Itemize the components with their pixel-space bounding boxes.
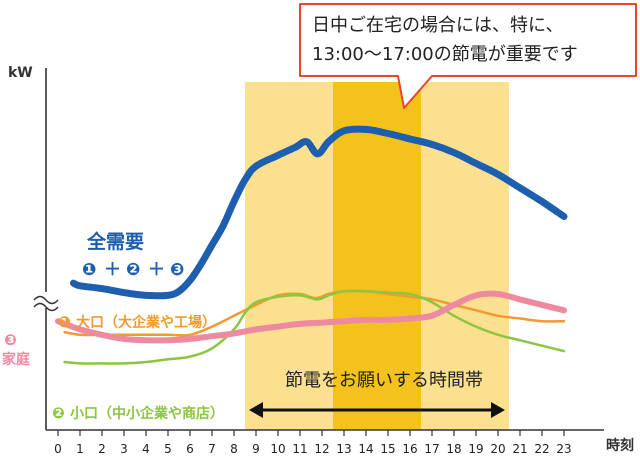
x-tick-label: 10 [270, 442, 285, 456]
x-tick-label: 6 [186, 442, 194, 456]
x-tick-label: 7 [208, 442, 216, 456]
x-ticks: 0 1 2 3 4 5 6 7 8 9 10 11 12 13 14 15 16 17 18 19 20 21 22 23 [54, 430, 572, 456]
x-tick-label: 5 [164, 442, 172, 456]
callout-line-2: 13:00〜17:00の節電が重要です [312, 44, 578, 65]
x-tick-label: 21 [512, 442, 527, 456]
series-line-home [55, 290, 567, 344]
series-sub-part-5: ❸ [170, 260, 184, 280]
series-sub-part-4: ＋ [148, 260, 165, 280]
series-lines [55, 125, 568, 365]
x-tick-label: 20 [490, 442, 505, 456]
x-tick-label: 18 [446, 442, 461, 456]
series-marker-home: ❸ [4, 331, 17, 349]
x-tick-label: 15 [380, 442, 395, 456]
x-tick-label: 14 [358, 442, 373, 456]
series-label-total: 全需要 [86, 230, 144, 253]
axes [33, 68, 604, 431]
callout-box [299, 3, 637, 109]
x-tick-label: 23 [556, 442, 571, 456]
series-line-total [69, 125, 568, 300]
x-tick-label: 1 [76, 442, 84, 456]
series-marker-small: ❷ [52, 404, 65, 422]
band-arrow-head-right [491, 402, 505, 418]
x-tick-label: 13 [336, 442, 351, 456]
axis-break-mark-1 [33, 295, 59, 305]
band-arrow [249, 402, 505, 418]
x-tick-label: 19 [468, 442, 483, 456]
series-label-home: 家庭 [2, 351, 31, 368]
x-tick-label: 4 [142, 442, 150, 456]
series-label-large: 大口（大企業や工場） [76, 314, 216, 331]
series-marker-large: ❶ [58, 313, 71, 331]
callout: 日中ご在宅の場合には、特に、 13:00〜17:00の節電が重要です [299, 3, 637, 109]
x-tick-label: 22 [534, 442, 549, 456]
x-tick-label: 3 [120, 442, 128, 456]
series-sub-part-1: ❶ [82, 260, 96, 280]
x-tick-label: 11 [292, 442, 307, 456]
series-line-small [63, 289, 566, 365]
x-tick-label: 17 [424, 442, 439, 456]
x-tick-label: 8 [230, 442, 238, 456]
callout-line-1: 日中ご在宅の場合には、特に、 [312, 15, 563, 36]
series-sub-part-2: ＋ [104, 260, 121, 280]
x-tick-label: 9 [252, 442, 260, 456]
x-tick-label: 16 [402, 442, 417, 456]
x-tick-label: 2 [98, 442, 106, 456]
axis-break-mark-2 [33, 302, 59, 312]
series-sub-part-3: ❷ [126, 260, 140, 280]
series-label-small: 小口（中小企業や商店） [70, 405, 224, 422]
x-tick-label: 0 [54, 442, 62, 456]
band-arrow-head-left [249, 402, 263, 418]
y-axis-label: kW [8, 65, 33, 81]
x-axis-label: 時刻 [606, 437, 634, 454]
series-sub-total: ❶ ＋ ❷ ＋ ❸ [82, 260, 184, 280]
x-tick-label: 12 [314, 442, 329, 456]
band-label: 節電をお願いする時間帯 [285, 370, 483, 391]
